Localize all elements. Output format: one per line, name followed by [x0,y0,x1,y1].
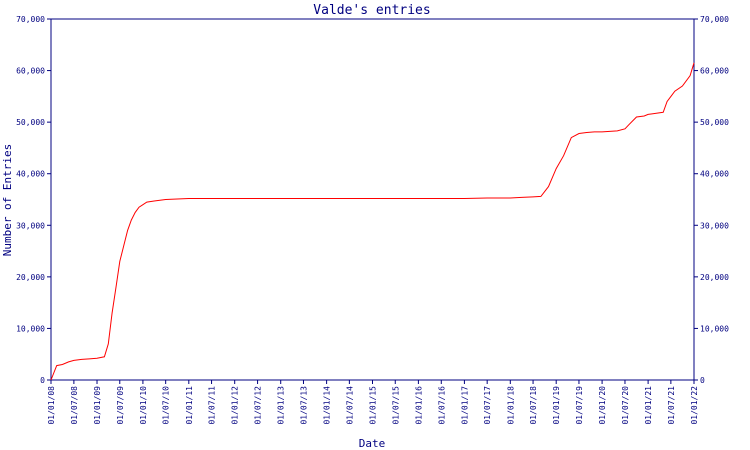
x-tick-label: 01/01/14 [323,386,332,425]
plot-area [50,18,695,381]
y-tick-label-right: 50,000 [700,118,729,127]
x-axis-label: Date [359,437,386,450]
x-tick-label: 01/01/10 [139,386,148,425]
y-tick-label-left: 20,000 [16,273,45,282]
y-tick-label-left: 30,000 [16,221,45,230]
x-tick-label: 01/01/08 [47,386,56,425]
y-tick-label-left: 50,000 [16,118,45,127]
x-tick-label: 01/07/13 [299,386,308,425]
x-tick-label: 01/01/21 [644,386,653,425]
x-tick-label: 01/07/15 [391,386,400,425]
x-tick-label: 01/07/12 [254,386,263,425]
y-tick-label-left: 0 [40,376,45,385]
x-tick-label: 01/01/09 [93,386,102,425]
x-axis: 01/01/08 01/07/08 01/01/09 01/07/09 01/01/10… [47,380,699,425]
x-tick-label: 01/07/10 [162,386,171,425]
x-tick-label: 01/07/09 [116,386,125,425]
y-tick-label-left: 10,000 [16,324,45,333]
y-tick-label-right: 30,000 [700,221,729,230]
x-tick-label: 01/01/11 [185,386,194,425]
x-tick-label: 01/01/20 [598,386,607,425]
x-tick-label: 01/01/12 [231,386,240,425]
y-axis-right: 0 10,000 20,000 30,000 40,000 50,000 60,000 70,… [694,15,729,385]
x-tick-label: 01/07/11 [208,386,217,425]
x-tick-label: 01/01/18 [506,386,515,425]
x-tick-label: 01/07/20 [621,386,630,425]
y-tick-label-left: 70,000 [16,15,45,24]
x-tick-label: 01/07/14 [345,386,354,425]
series-line [50,62,695,381]
x-tick-label: 01/07/21 [667,386,676,425]
x-tick-label: 01/01/22 [690,386,699,425]
y-axis-left: 0 10,000 20,000 30,000 40,000 50,000 60,000 70,… [16,15,51,385]
x-tick-label: 01/07/17 [483,386,492,425]
y-tick-label-left: 60,000 [16,67,45,76]
chart-title: Valde's entries [313,3,430,18]
x-tick-label: 01/01/13 [277,386,286,425]
y-tick-label-right: 60,000 [700,67,729,76]
x-tick-label: 01/01/15 [369,386,378,425]
x-tick-label: 01/01/16 [414,386,423,425]
y-tick-label-right: 40,000 [700,170,729,179]
y-tick-label-right: 10,000 [700,324,729,333]
y-tick-label-right: 70,000 [700,15,729,24]
y-tick-label-left: 40,000 [16,170,45,179]
y-axis-label: Number of Entries [1,144,14,257]
x-tick-label: 01/01/19 [552,386,561,425]
x-tick-label: 01/07/08 [70,386,79,425]
x-tick-label: 01/07/16 [437,386,446,425]
y-tick-label-right: 20,000 [700,273,729,282]
x-tick-label: 01/07/18 [529,386,538,425]
x-tick-label: 01/01/17 [460,386,469,425]
x-tick-label: 01/07/19 [575,386,584,425]
y-tick-label-right: 0 [700,376,705,385]
